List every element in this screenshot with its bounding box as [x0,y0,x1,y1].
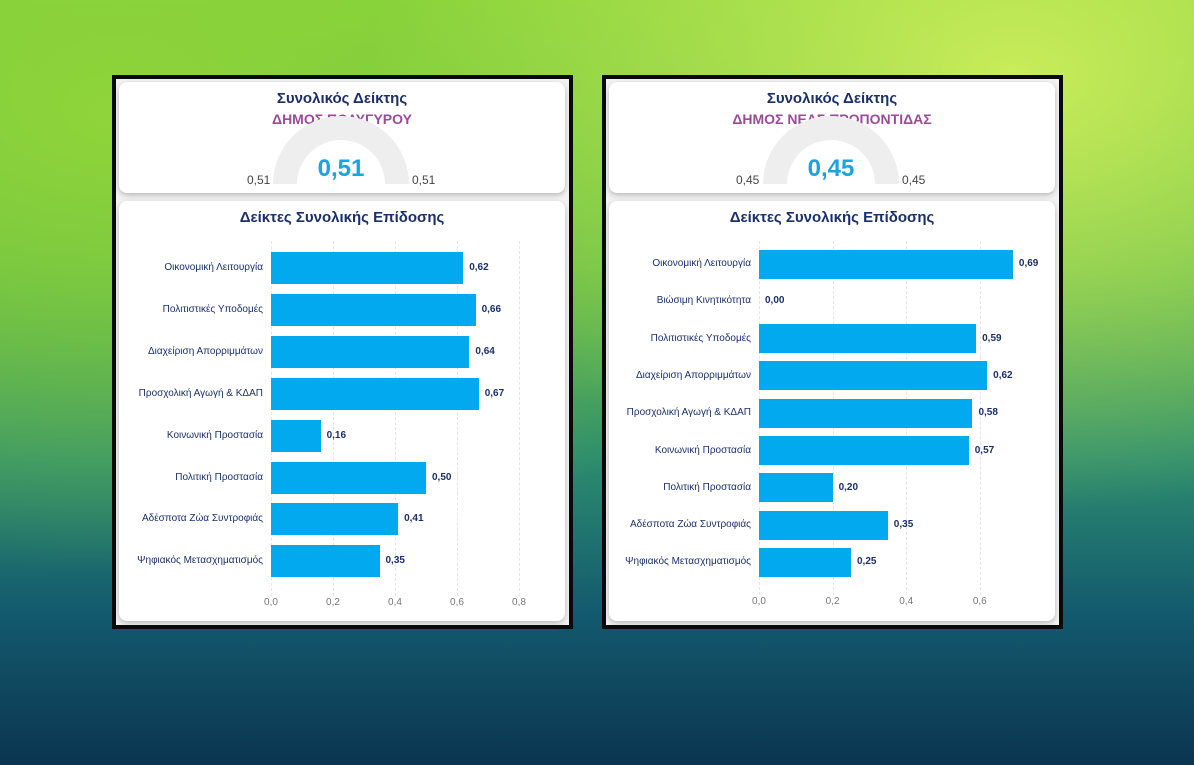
chart-title: Δείκτες Συνολικής Επίδοσης [239,209,445,226]
bar [271,419,321,452]
category-label: Αδέσποτα Ζώα Συντροφιάς [629,519,751,531]
x-tick-label: 0,0 [752,596,766,607]
gauge-arc [273,116,409,184]
gauge-value: 0,45 [807,155,855,182]
category-label: Πολιτική Προστασία [663,481,751,493]
bar-chart-polygyros: Δείκτες Συνολικής Επίδοσης 0,0 0,2 0,4 0,6 0… [119,201,565,621]
data-label: 0,25 [857,556,877,568]
x-tick-label: 0,2 [825,596,840,607]
data-label: 0,20 [838,481,859,493]
bar [759,324,977,354]
data-label: 0,64 [475,345,495,357]
data-label: 0,62 [993,369,1013,381]
category-label: Οικονομική Λειτουργία [164,262,263,273]
bar [271,377,479,410]
data-label: 0,35 [385,555,405,567]
gauge-max: 0,45 [902,173,926,187]
category-label: Προσχολική Αγωγή & ΚΔΑΠ [138,387,263,399]
bar [759,510,888,540]
bar [759,473,833,503]
data-label: 0,62 [469,262,489,273]
data-label: 0,69 [1018,258,1039,269]
data-label: 0,50 [432,471,452,483]
chart-title: Δείκτες Συνολικής Επίδοσης [729,209,935,226]
gauge-card-1: Συνολικός Δείκτης ΔΗΜΟΣ ΠΟΛΥΓΥΡΟΥ 0,51 0… [119,82,565,193]
category-label: Διαχείριση Απορριμμάτων [636,369,751,381]
category-label: Κοινωνική Προστασία [166,429,263,441]
category-label: Αδέσποτα Ζώα Συντροφιάς [141,513,263,525]
x-tick-label: 0,6 [450,597,464,608]
data-label: 0,16 [326,429,347,441]
x-tick-label: 0,8 [512,597,526,608]
data-label: 0,57 [974,444,995,456]
x-tick-label: 0,4 [388,597,402,608]
bar [271,293,476,326]
data-label: 0,35 [893,519,914,531]
bar-chart-nea-propontida: Δείκτες Συνολικής Επίδοσης 0,0 0,2 0,4 0,6 Ο… [609,201,1055,621]
gauge-title: Συνολικός Δείκτης [766,90,898,107]
gridline [979,241,981,595]
bar [271,461,426,494]
category-label: Πολιτική Προστασία [175,471,263,483]
data-label: 0,66 [481,303,502,315]
category-label: Πολιτιστικές Υποδομές [162,303,263,315]
category-label: Βιώσιμη Κινητικότητα [656,295,751,307]
bar [759,547,851,577]
bar [759,436,969,465]
category-label: Πολιτιστικές Υποδομές [650,332,751,344]
data-label: 0,67 [484,387,505,399]
category-label: Διαχείριση Απορριμμάτων [148,345,263,357]
bar [271,503,399,536]
gauge-max: 0,51 [412,173,436,187]
gauge-title: Συνολικός Δείκτης [276,90,408,107]
category-label: Ψηφιακός Μετασχηματισμός [625,556,751,568]
data-label: 0,58 [978,407,998,419]
gridline [457,241,458,596]
data-label: 0,59 [982,332,1002,344]
x-tick-label: 0,0 [264,597,278,608]
bar [271,252,464,284]
x-tick-label: 0,2 [326,597,340,608]
bar [759,398,973,428]
gridline [519,241,520,596]
data-label: 0,00 [765,295,785,307]
gauge-value: 0,51 [317,155,365,182]
gauge-arc [763,116,899,184]
gauge-min: 0,51 [247,173,271,187]
category-label: Ψηφιακός Μετασχηματισμός [137,555,263,567]
x-tick-label: 0,4 [899,596,914,607]
bar [759,361,988,391]
category-label: Κοινωνική Προστασία [654,444,751,456]
bar [271,335,470,368]
data-label: 0,41 [404,513,424,525]
bar [759,249,1013,279]
category-label: Προσχολική Αγωγή & ΚΔΑΠ [626,407,751,419]
bar [271,545,380,578]
gauge-card-2: Συνολικός Δείκτης ΔΗΜΟΣ ΝΕΑΣ ΠΡΟΠΟΝΤΙΔΑΣ… [609,82,1055,193]
category-label: Οικονομική Λειτουργία [652,258,751,269]
gridline [333,241,334,596]
gridline [395,241,396,596]
gridline [271,241,272,596]
gauge-min: 0,45 [736,173,760,187]
x-tick-label: 0,6 [972,596,987,607]
